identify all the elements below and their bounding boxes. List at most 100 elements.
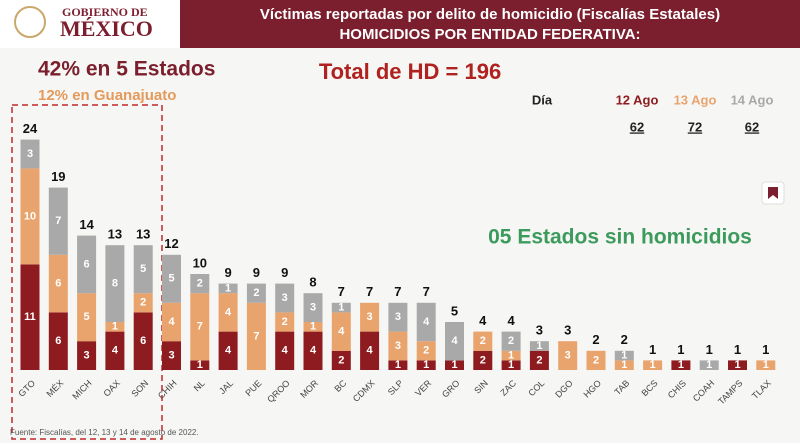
value-label: 1 — [706, 359, 712, 371]
value-label: 7 — [253, 330, 259, 342]
bar-segment — [501, 360, 521, 370]
value-label: 4 — [451, 335, 458, 347]
value-label: 2 — [480, 354, 486, 366]
value-label: 7 — [55, 215, 61, 227]
value-label: 1 — [338, 302, 344, 314]
total-label: 7 — [366, 284, 373, 299]
bar-segment — [614, 350, 634, 361]
legend-title: Día — [532, 92, 553, 107]
value-label: 1 — [395, 359, 401, 371]
subtitle: HOMICIDIOS POR ENTIDAD FEDERATIVA: — [339, 26, 640, 43]
bar-segment — [133, 293, 153, 313]
highlight: 42% en 5 Estados — [38, 58, 215, 81]
value-label: 1 — [310, 321, 316, 333]
total-label: 1 — [706, 342, 713, 357]
value-label: 3 — [310, 302, 316, 314]
bar-segment — [77, 341, 97, 370]
total-label: 13 — [136, 227, 150, 242]
total-label: 1 — [734, 342, 741, 357]
bar-segment — [162, 302, 181, 342]
bar-segment — [48, 187, 68, 255]
total-label: 5 — [451, 303, 458, 318]
legend-label: 13 Ago — [674, 92, 717, 107]
value-label: 2 — [338, 354, 344, 366]
value-label: 3 — [395, 311, 401, 323]
bar-segment — [77, 235, 97, 294]
bar-segment — [416, 341, 436, 361]
value-label: 7 — [197, 321, 203, 333]
bar-segment — [105, 245, 125, 322]
highlight-sub: 12% en Guanajuato — [38, 87, 176, 104]
bar-segment — [416, 360, 436, 370]
value-label: 1 — [734, 359, 740, 371]
bar-segment — [331, 302, 351, 313]
value-label: 6 — [140, 335, 146, 347]
bar-segment — [501, 350, 521, 361]
title-band — [180, 0, 800, 48]
bar-segment — [699, 360, 719, 370]
bar-segment — [388, 331, 408, 361]
value-label: 5 — [84, 311, 90, 323]
value-label: 2 — [508, 335, 514, 347]
value-label: 3 — [282, 292, 288, 304]
total-label: 14 — [79, 217, 94, 232]
bar-segment — [360, 302, 380, 332]
value-label: 2 — [423, 345, 429, 357]
bar-segment — [303, 322, 323, 332]
total-label: 2 — [592, 332, 599, 347]
bar-segment — [133, 245, 153, 294]
total-label: 8 — [309, 275, 316, 290]
total-label: 19 — [51, 169, 65, 184]
highlight-box — [11, 104, 163, 440]
legend-total: 62 — [630, 119, 644, 134]
total-label: 1 — [649, 342, 656, 357]
value-label: 2 — [282, 316, 288, 328]
value-label: 4 — [423, 316, 430, 328]
legend-total: 62 — [745, 119, 759, 134]
bar-segment — [105, 331, 125, 370]
bar-segment — [190, 360, 210, 370]
logo-emblem — [14, 6, 46, 38]
value-label: 1 — [678, 359, 684, 371]
value-label: 1 — [508, 359, 514, 371]
bar-segment — [275, 331, 295, 370]
bar-segment — [77, 293, 97, 342]
total-label: 2 — [621, 332, 628, 347]
bar-segment — [246, 283, 266, 303]
bar-segment — [48, 312, 68, 370]
legend-label: 14 Ago — [731, 92, 774, 107]
total-label: 9 — [253, 265, 260, 280]
bar-segment — [331, 312, 351, 351]
value-label: 2 — [593, 354, 599, 366]
value-label: 1 — [508, 350, 514, 362]
value-label: 1 — [197, 359, 203, 371]
total-label: 9 — [224, 265, 231, 280]
bar-segment — [473, 350, 493, 370]
bar-segment — [331, 350, 351, 370]
bar-segment — [756, 360, 776, 370]
value-label: 3 — [367, 311, 373, 323]
logo-text: GOBIERNO DE — [62, 5, 148, 19]
bar-segment — [728, 360, 747, 370]
bar-segment — [586, 350, 606, 370]
legend-label: 12 Ago — [616, 92, 659, 107]
bar-segment — [246, 302, 266, 370]
value-label: 6 — [55, 278, 61, 290]
value-label: 4 — [310, 345, 317, 357]
bookmark-icon — [768, 187, 778, 199]
value-label: 1 — [536, 340, 542, 352]
value-label: 3 — [27, 148, 33, 160]
value-label: 5 — [168, 273, 174, 285]
bar-segment — [558, 341, 578, 370]
footnote: Fuente: Fiscalías, del 12, 13 y 14 de ag… — [10, 428, 199, 437]
bar-segment — [20, 139, 40, 169]
bar-segment — [162, 254, 181, 303]
total-label: 7 — [423, 284, 430, 299]
bar-segment — [416, 302, 436, 342]
logo-text: MÉXICO — [60, 16, 153, 41]
value-label: 1 — [451, 359, 457, 371]
total-label: 1 — [762, 342, 769, 357]
total-label: 24 — [23, 121, 38, 136]
